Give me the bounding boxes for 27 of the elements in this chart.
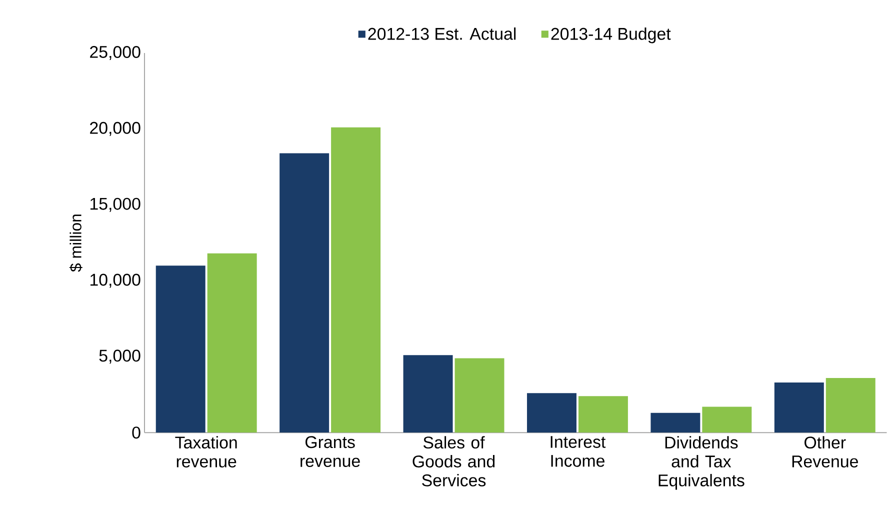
- y-axis-title: $ million: [69, 214, 82, 272]
- bar: [526, 393, 576, 433]
- bar: [331, 128, 381, 433]
- bar: [578, 396, 628, 433]
- y-tick-label: 0: [132, 426, 140, 439]
- x-tick-label: Sales of Goods and Services: [412, 436, 495, 487]
- x-tick-label: Other Revenue: [792, 436, 858, 468]
- bar: [207, 254, 257, 433]
- bar: [156, 266, 206, 433]
- legend-label: 2013-14 Budget: [551, 28, 671, 44]
- x-tick-label: Dividends and Tax Equivalents: [658, 436, 744, 490]
- y-tick-label: 15,000: [90, 198, 140, 212]
- bar: [826, 378, 876, 433]
- y-tick-label: 20,000: [90, 122, 140, 136]
- bar: [774, 382, 824, 433]
- y-tick-label: 25,000: [90, 46, 140, 60]
- bar: [702, 406, 752, 433]
- bar: [403, 355, 453, 433]
- x-tick-label: Interest Income: [550, 436, 606, 468]
- legend-label: 2012-13 Est. Actual: [368, 28, 516, 40]
- y-tick-label: 5,000: [99, 350, 140, 364]
- bar: [280, 153, 330, 433]
- bar: [650, 413, 700, 433]
- x-tick-label: Grants revenue: [300, 436, 360, 468]
- y-tick-label: 10,000: [90, 274, 140, 288]
- bar: [454, 358, 504, 433]
- x-tick-label: Taxation revenue: [175, 436, 237, 468]
